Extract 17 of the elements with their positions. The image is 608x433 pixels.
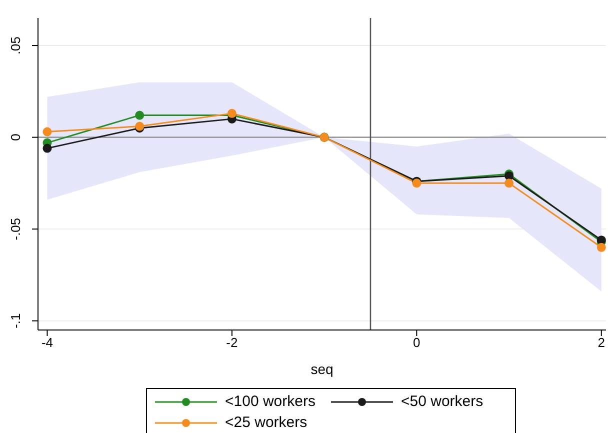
legend-label: <25 workers [225, 414, 308, 431]
x-tick-label: 2 [598, 335, 605, 350]
point [135, 110, 144, 120]
y-tick-label: -.05 [8, 218, 23, 240]
x-tick-label: -4 [41, 335, 54, 350]
legend-label: <100 workers [225, 393, 316, 410]
y-tick-label: -.1 [8, 313, 23, 328]
x-tick-label: 0 [413, 335, 420, 350]
y-tick-label: 0 [8, 134, 23, 141]
point [504, 178, 514, 188]
y-tick-label: .05 [8, 36, 23, 55]
point [42, 127, 52, 136]
point [42, 144, 52, 153]
x-tick-label: -2 [226, 335, 238, 350]
legend-label: <50 workers [401, 393, 484, 410]
point [596, 242, 606, 252]
x-axis-title: seq [310, 361, 334, 377]
